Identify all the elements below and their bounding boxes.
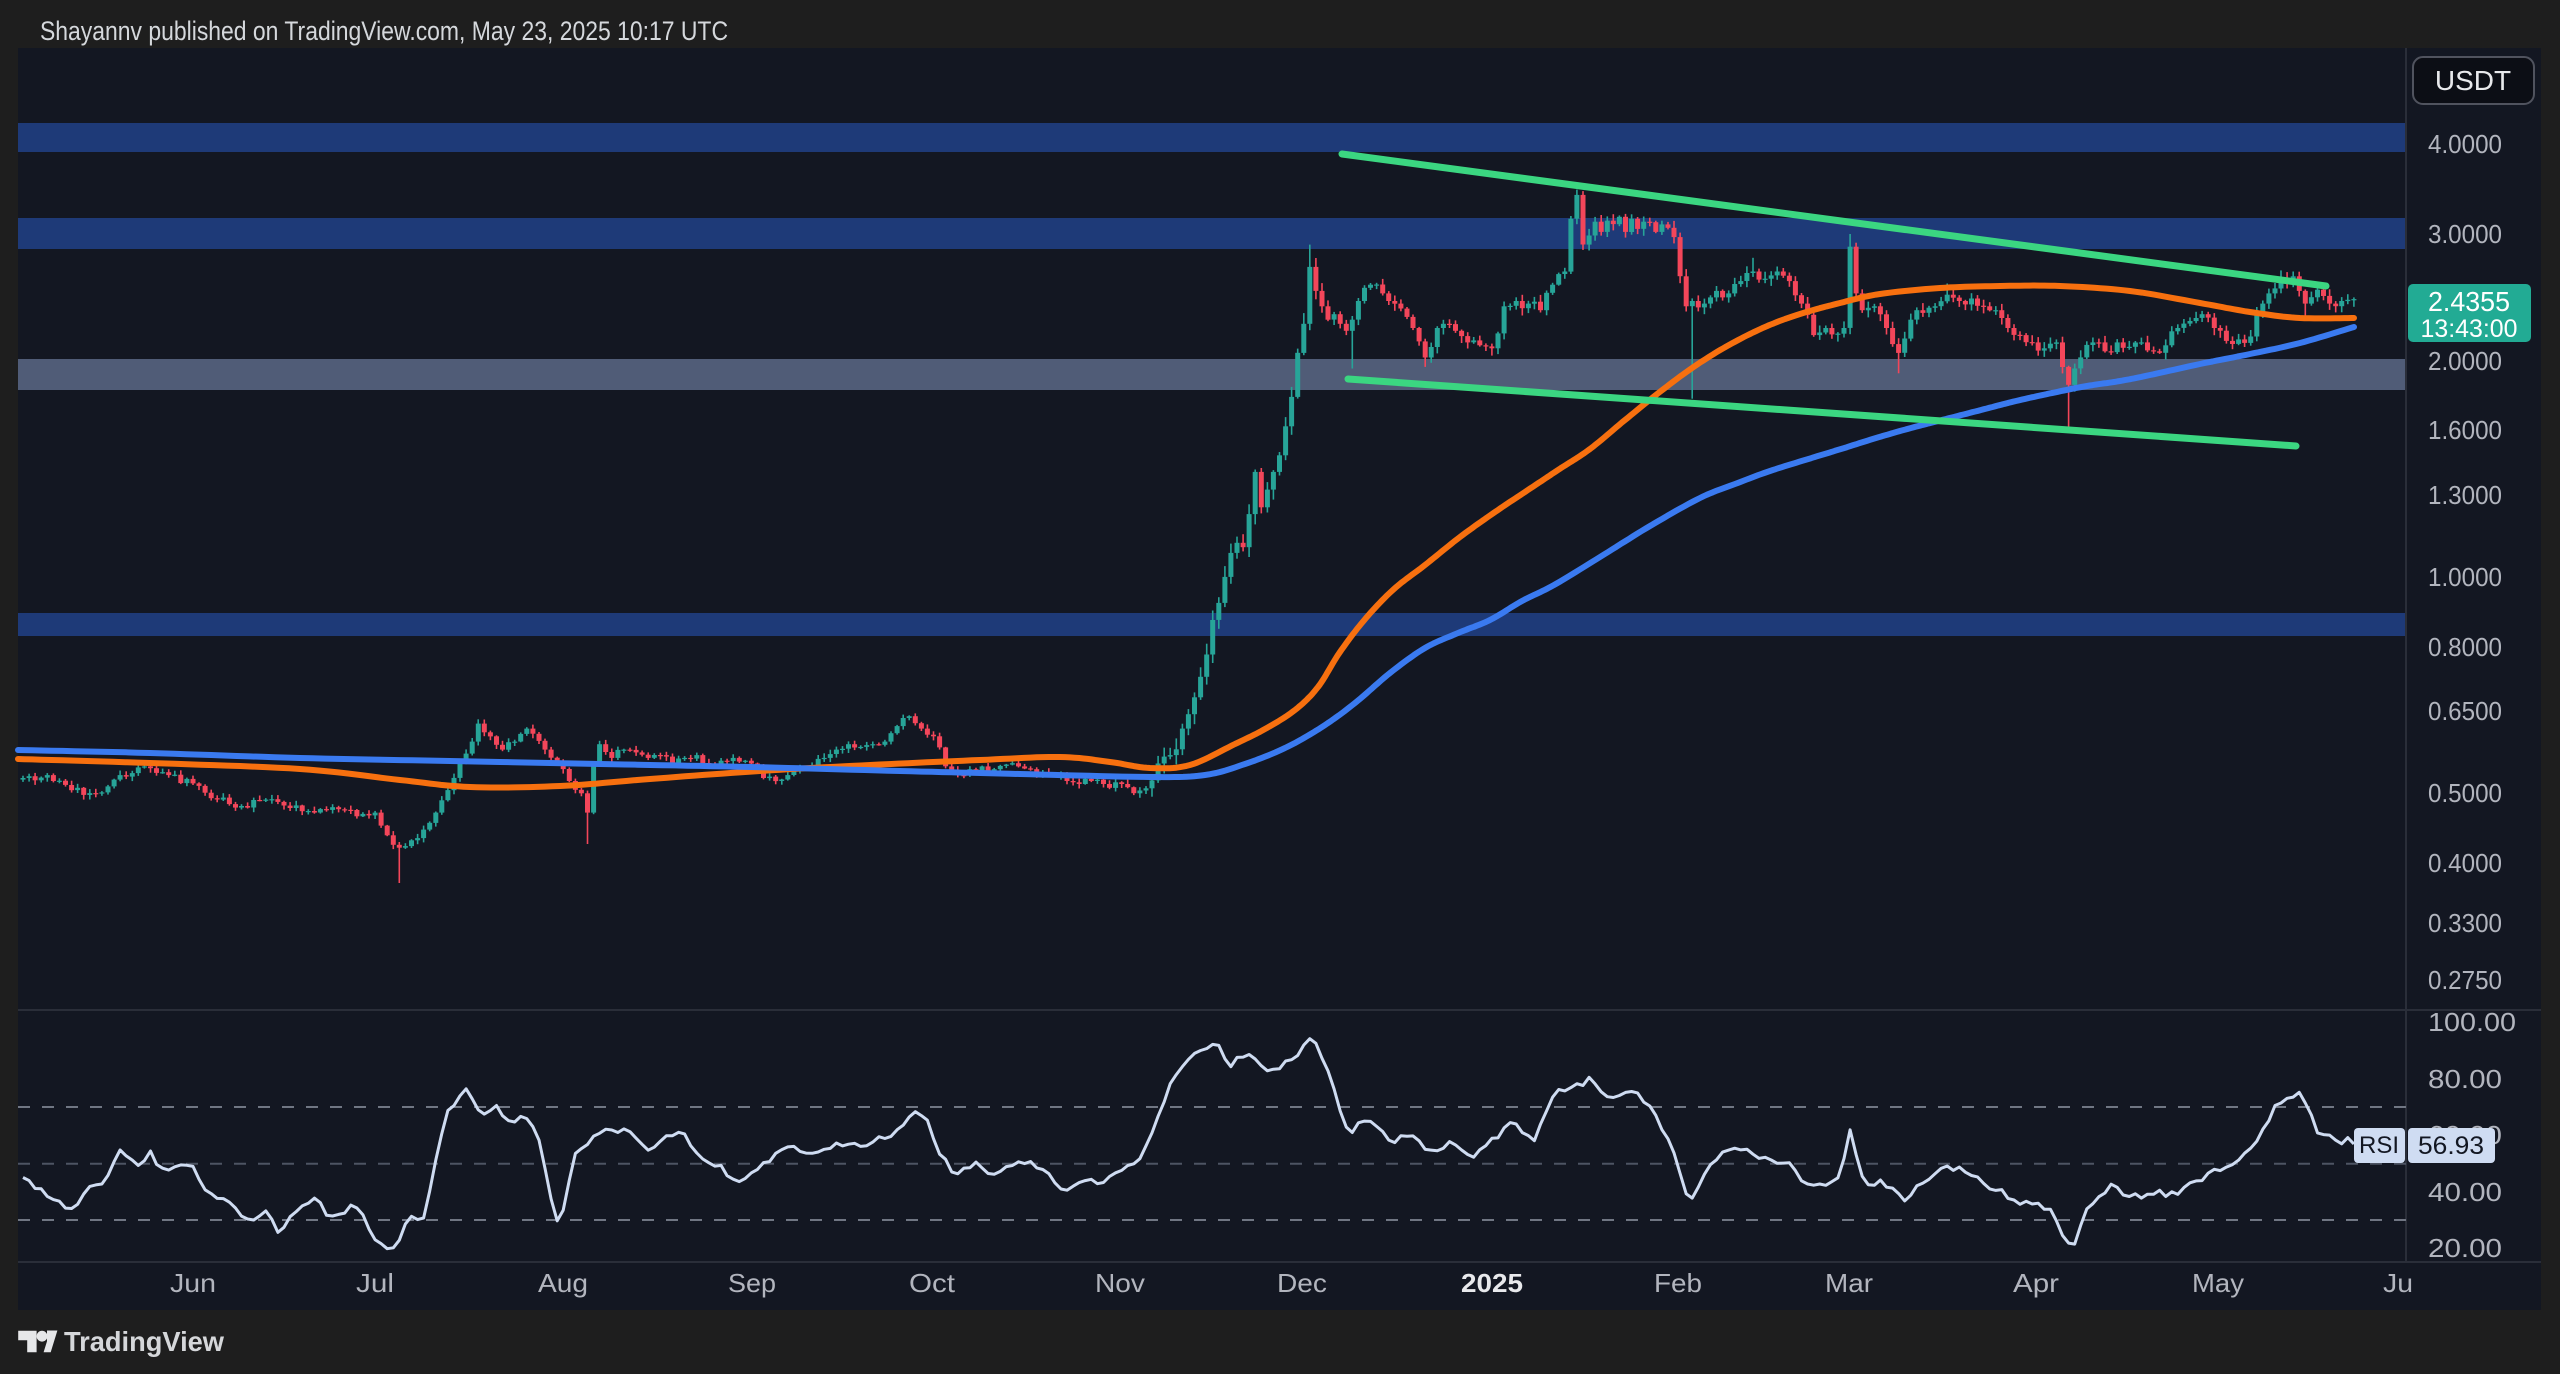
svg-text:40.00: 40.00 [2428,1177,2502,1207]
svg-text:100.00: 100.00 [2428,1007,2516,1037]
svg-text:Jun: Jun [170,1268,216,1298]
svg-text:0.3300: 0.3300 [2428,908,2502,938]
svg-text:56.93: 56.93 [2418,1132,2484,1160]
svg-text:Oct: Oct [909,1268,956,1298]
svg-text:0.5000: 0.5000 [2428,778,2502,808]
svg-text:1.6000: 1.6000 [2428,415,2502,445]
svg-text:0.4000: 0.4000 [2428,848,2502,878]
svg-text:Shayannv published on TradingV: Shayannv published on TradingView.com, M… [40,16,728,46]
svg-text:3.0000: 3.0000 [2428,219,2502,249]
svg-text:20.00: 20.00 [2428,1233,2502,1263]
svg-text:0.6500: 0.6500 [2428,696,2502,726]
svg-text:Aug: Aug [538,1268,588,1298]
svg-text:0.8000: 0.8000 [2428,632,2502,662]
svg-text:13:43:00: 13:43:00 [2421,315,2518,343]
svg-text:Ju: Ju [2383,1268,2413,1298]
svg-text:Apr: Apr [2013,1268,2059,1298]
svg-text:RSI: RSI [2359,1132,2399,1159]
svg-text:Nov: Nov [1095,1268,1145,1298]
svg-text:Jul: Jul [356,1268,394,1298]
svg-text:2.0000: 2.0000 [2428,346,2502,376]
svg-text:1.0000: 1.0000 [2428,562,2502,592]
svg-text:USDT: USDT [2435,65,2511,96]
svg-text:Sep: Sep [728,1268,776,1298]
svg-text:Mar: Mar [1825,1268,1873,1298]
svg-text:2.4355: 2.4355 [2428,286,2510,317]
svg-text:2025: 2025 [1461,1268,1523,1298]
svg-text:0.2750: 0.2750 [2428,965,2502,995]
svg-text:Feb: Feb [1654,1268,1702,1298]
svg-text:4.0000: 4.0000 [2428,129,2502,159]
svg-text:Dec: Dec [1277,1268,1327,1298]
svg-text:May: May [2192,1268,2244,1298]
svg-text:80.00: 80.00 [2428,1064,2502,1094]
svg-text:1.3000: 1.3000 [2428,480,2502,510]
svg-text:TradingView: TradingView [64,1326,224,1357]
